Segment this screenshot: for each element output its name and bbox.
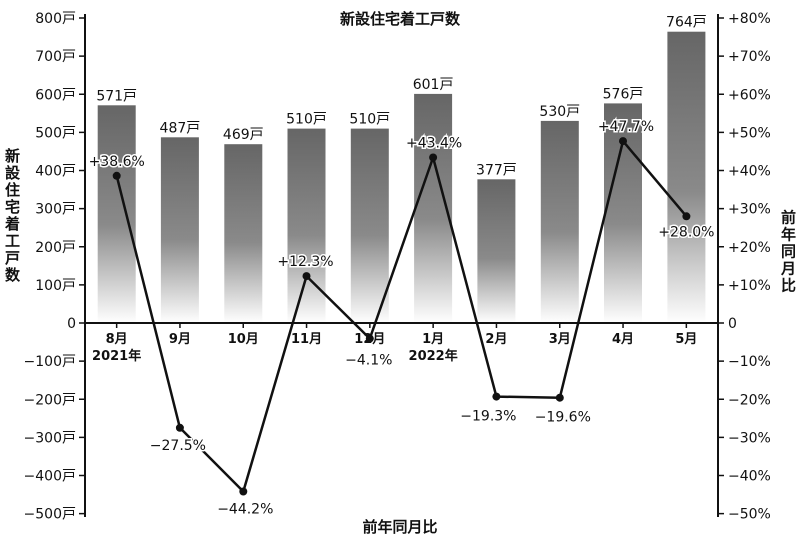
bar-value-label: 469戸 — [223, 127, 264, 143]
yoy-point-4 — [302, 272, 311, 281]
yoy-point-3 — [239, 487, 248, 496]
yoy-point-5 — [365, 334, 374, 343]
y-left-tick-label: −200戸 — [24, 392, 76, 408]
y-left-tick-label: 200戸 — [35, 240, 76, 256]
y-left-tick-label: 800戸 — [35, 11, 76, 27]
y-right-tick-label: −30% — [728, 430, 771, 446]
y-left-tick-label: −400戸 — [24, 469, 76, 485]
y-axis-right-title: 前年同月比 — [779, 209, 797, 295]
bar-value-label: 510戸 — [286, 112, 327, 128]
y-left-tick-label: 500戸 — [35, 125, 76, 141]
y-left-tick-label: −500戸 — [24, 507, 76, 523]
yoy-point-6 — [429, 153, 438, 162]
y-left-tick-label: 100戸 — [35, 278, 76, 294]
y-right-tick-label: +40% — [728, 164, 771, 180]
x-tick-label: 5月 — [675, 332, 697, 347]
y-right-tick-label: +50% — [728, 125, 771, 141]
bar-value-label: 530戸 — [539, 104, 580, 120]
yoy-value-label: +47.7% — [598, 119, 654, 135]
yoy-value-label: −4.1% — [345, 353, 392, 369]
y-right-tick-label: −20% — [728, 392, 771, 408]
yoy-value-label: +43.4% — [406, 136, 462, 152]
y-left-tick-label: 700戸 — [35, 49, 76, 65]
x-year-label: 2022年 — [409, 348, 458, 364]
y-left-tick-label: −100戸 — [24, 354, 76, 370]
x-tick-label: 3月 — [549, 332, 571, 347]
chart-title: 新設住宅着工戸数 — [340, 10, 461, 28]
bar-value-label: 576戸 — [603, 86, 644, 102]
yoy-point-10 — [682, 212, 691, 221]
yoy-point-8 — [555, 393, 564, 402]
yoy-value-label: +38.6% — [89, 154, 145, 170]
x-tick-label: 1月 — [422, 332, 444, 347]
y-right-tick-label: +60% — [728, 87, 771, 103]
y-left-tick-label: 400戸 — [35, 164, 76, 180]
x-axis-title: 前年同月比 — [362, 518, 437, 536]
x-tick-label: 11月 — [291, 332, 322, 347]
x-tick-label: 10月 — [228, 332, 259, 347]
bar-4 — [287, 128, 326, 323]
bar-value-label: 601戸 — [413, 77, 454, 93]
bar-7 — [477, 179, 516, 323]
y-right-tick-label: +10% — [728, 278, 771, 294]
x-tick-label: 9月 — [169, 332, 191, 347]
y-right-tick-label: −10% — [728, 354, 771, 370]
bar-1 — [97, 105, 136, 323]
bar-value-label: 510戸 — [349, 112, 390, 128]
yoy-value-label: −19.6% — [535, 410, 591, 426]
yoy-value-label: +28.0% — [658, 224, 714, 240]
yoy-value-label: −27.5% — [150, 438, 206, 454]
yoy-point-1 — [112, 171, 121, 180]
y-right-tick-label: +80% — [728, 11, 771, 27]
x-year-label: 2021年 — [92, 348, 141, 364]
yoy-value-label: −44.2% — [217, 502, 273, 518]
x-tick-label: 8月 — [106, 332, 128, 347]
y-right-tick-label: 0 — [728, 316, 737, 332]
y-right-tick-label: +70% — [728, 49, 771, 65]
yoy-value-label: −19.3% — [460, 409, 516, 425]
yoy-point-2 — [175, 423, 184, 432]
bar-value-label: 377戸 — [476, 162, 517, 178]
bar-2 — [160, 137, 199, 323]
x-tick-label: 2月 — [485, 332, 507, 347]
bar-9 — [604, 103, 642, 324]
bar-value-label: 571戸 — [96, 88, 137, 104]
bar-value-label: 487戸 — [160, 120, 201, 136]
bar-8 — [540, 120, 579, 324]
y-axis-left-title: 新設住宅着工戸数 — [3, 147, 21, 284]
y-right-tick-label: −40% — [728, 469, 771, 485]
bar-5 — [350, 128, 389, 323]
y-left-tick-label: −300戸 — [24, 430, 76, 446]
y-right-tick-label: +30% — [728, 202, 771, 218]
bar-3 — [224, 144, 263, 323]
yoy-line — [115, 139, 688, 493]
y-right-tick-label: +20% — [728, 240, 771, 256]
y-left-tick-label: 300戸 — [35, 202, 76, 218]
bar-value-label: 764戸 — [666, 15, 707, 31]
y-left-tick-label: 0 — [67, 316, 76, 332]
x-tick-label: 4月 — [612, 332, 634, 347]
bar-10 — [667, 31, 706, 323]
yoy-value-label: +12.3% — [277, 254, 333, 270]
y-left-tick-label: 600戸 — [35, 87, 76, 103]
yoy-point-9 — [619, 137, 627, 146]
yoy-point-7 — [492, 392, 501, 401]
y-right-tick-label: −50% — [728, 507, 771, 523]
